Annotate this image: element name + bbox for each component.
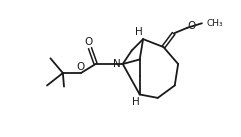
Text: O: O bbox=[77, 62, 85, 72]
Text: CH₃: CH₃ bbox=[207, 19, 223, 28]
Text: O: O bbox=[85, 37, 93, 47]
Text: H: H bbox=[135, 27, 143, 37]
Text: N: N bbox=[113, 59, 120, 69]
Text: O: O bbox=[187, 21, 195, 31]
Text: H: H bbox=[133, 97, 140, 107]
